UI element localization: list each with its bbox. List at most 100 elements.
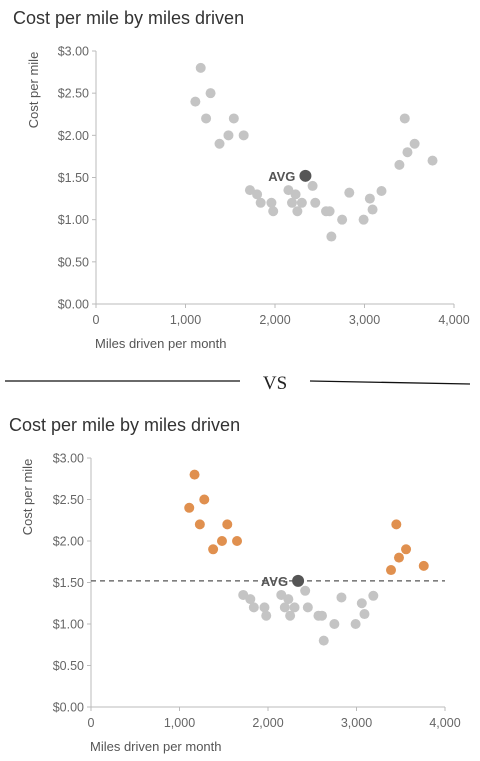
data-point-outlier xyxy=(386,565,397,576)
data-point xyxy=(190,96,201,107)
data-point xyxy=(316,610,327,621)
data-point-outlier xyxy=(393,552,404,563)
scatter-chart-after: Cost per mile by miles driven Cost per m… xyxy=(9,415,461,754)
chart-title: Cost per mile by miles driven xyxy=(13,8,244,28)
x-tick-label: 3,000 xyxy=(341,716,372,730)
x-tick-label: 4,000 xyxy=(429,716,460,730)
data-point xyxy=(302,602,313,613)
y-tick-label: $0.50 xyxy=(53,659,84,673)
data-point xyxy=(285,610,296,621)
x-tick-label: 3,000 xyxy=(349,313,380,327)
data-point xyxy=(255,197,266,208)
data-point xyxy=(359,609,370,620)
data-point-outlier xyxy=(194,519,205,530)
data-point xyxy=(399,113,410,124)
data-point xyxy=(245,594,256,605)
x-tick-label: 1,000 xyxy=(170,313,201,327)
divider-line-right xyxy=(309,380,471,385)
data-point xyxy=(310,197,321,208)
x-axis-label: Miles driven per month xyxy=(90,739,222,754)
data-point xyxy=(287,197,298,208)
y-tick-label: $1.00 xyxy=(58,213,89,227)
data-point-outlier xyxy=(216,536,227,546)
data-point-outlier xyxy=(401,544,412,555)
data-point-outlier xyxy=(391,519,402,530)
data-point-outlier xyxy=(208,544,219,555)
data-point xyxy=(367,204,378,215)
chart-title: Cost per mile by miles driven xyxy=(9,415,240,435)
data-point xyxy=(344,187,355,198)
data-point-outlier xyxy=(184,502,195,513)
data-point xyxy=(283,594,294,605)
y-tick-label: $2.50 xyxy=(53,493,84,507)
avg-label: AVG xyxy=(261,574,288,589)
data-point xyxy=(252,189,263,200)
x-tick-label: 0 xyxy=(93,313,100,327)
y-tick-label: $1.50 xyxy=(53,576,84,590)
x-tick-label: 4,000 xyxy=(438,313,469,327)
data-point xyxy=(259,602,270,613)
y-tick-label: $3.00 xyxy=(58,45,89,59)
y-tick-label: $0.00 xyxy=(58,298,89,312)
x-tick-label: 2,000 xyxy=(259,313,290,327)
data-point xyxy=(427,155,438,166)
data-point xyxy=(279,602,290,613)
data-point xyxy=(402,147,413,158)
data-point xyxy=(324,206,335,217)
data-point xyxy=(296,197,307,208)
x-axis-label: Miles driven per month xyxy=(95,336,227,351)
data-point xyxy=(266,197,277,208)
y-axis-label: Cost per mile xyxy=(26,52,41,129)
data-point xyxy=(214,138,225,149)
y-tick-label: $0.50 xyxy=(58,255,89,269)
data-point xyxy=(336,592,347,603)
y-tick-label: $1.50 xyxy=(58,171,89,185)
avg-point xyxy=(292,574,305,587)
data-point xyxy=(289,602,300,613)
data-point xyxy=(350,619,361,629)
y-tick-label: $2.50 xyxy=(58,87,89,101)
x-tick-label: 2,000 xyxy=(252,716,283,730)
data-point xyxy=(337,214,348,225)
data-point xyxy=(292,206,303,217)
data-point-outlier xyxy=(418,560,429,571)
data-point xyxy=(329,619,340,629)
vs-label: VS xyxy=(263,373,287,394)
data-point-outlier xyxy=(222,519,233,530)
vs-divider: VS xyxy=(5,373,471,394)
x-tick-label: 1,000 xyxy=(164,716,195,730)
data-point-outlier xyxy=(232,536,243,546)
data-point xyxy=(195,62,206,73)
data-point xyxy=(326,231,337,242)
data-point xyxy=(394,159,405,170)
avg-point xyxy=(299,169,312,182)
y-tick-label: $2.00 xyxy=(58,129,89,143)
data-point xyxy=(307,180,318,191)
data-point xyxy=(364,193,375,204)
y-tick-label: $3.00 xyxy=(53,452,84,466)
data-point xyxy=(376,185,387,196)
y-axis-label: Cost per mile xyxy=(20,459,35,536)
data-point xyxy=(358,214,369,225)
data-point xyxy=(409,138,420,149)
data-point xyxy=(268,206,279,217)
avg-label: AVG xyxy=(268,169,295,184)
data-point xyxy=(205,88,216,99)
data-point xyxy=(300,585,311,596)
data-point xyxy=(261,610,272,621)
x-tick-label: 0 xyxy=(88,716,95,730)
data-point xyxy=(368,590,379,601)
data-point-outlier xyxy=(199,494,210,505)
data-point xyxy=(201,113,212,124)
data-point xyxy=(248,602,259,613)
y-tick-label: $0.00 xyxy=(53,701,84,715)
data-point xyxy=(318,635,329,646)
data-point xyxy=(238,130,249,141)
data-point-outlier xyxy=(189,469,200,480)
data-point xyxy=(228,113,239,124)
scatter-chart-before: Cost per mile by miles driven Cost per m… xyxy=(13,8,470,351)
data-point xyxy=(223,130,234,141)
data-point xyxy=(290,189,301,200)
data-point xyxy=(356,598,367,609)
